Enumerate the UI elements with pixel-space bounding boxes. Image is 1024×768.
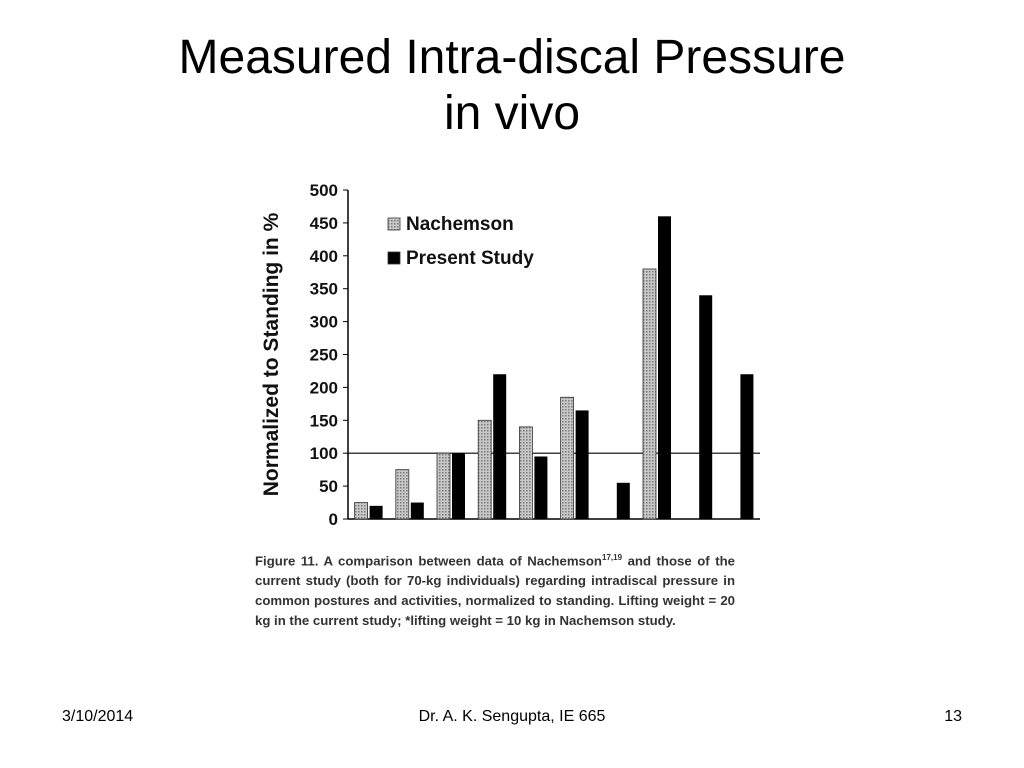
bar-present-study-5 (534, 456, 548, 519)
legend-swatch-present-study (387, 251, 401, 265)
slide-title-line2: in vivo (443, 87, 581, 140)
y-tick-label-50: 50 (319, 477, 338, 496)
y-tick-label-500: 500 (310, 181, 338, 200)
bar-nachemson-5 (518, 426, 533, 520)
y-tick-label-150: 150 (310, 411, 338, 430)
legend-label-nachemson: Nachemson (406, 214, 514, 235)
footer-page-number: 13 (944, 708, 962, 725)
y-axis-label: Normalized to Standing in % (260, 212, 283, 496)
bar-present-study-1 (369, 505, 383, 519)
bar-chart: 0 50 100 150 200 250 300 350 400 450 500 Normalized… (260, 181, 760, 529)
bar-present-study-10 (740, 374, 754, 519)
bar-nachemson-2 (395, 469, 410, 520)
y-tick-label-200: 200 (310, 378, 338, 397)
slide-title: Measured Intra-discal Pressure in vivo (0, 30, 1024, 142)
y-tick-label-400: 400 (310, 247, 338, 266)
y-tick-label-300: 300 (310, 313, 338, 332)
bar-present-study-7 (616, 482, 630, 519)
bar-nachemson-1 (354, 502, 368, 520)
bar-present-study-2 (410, 502, 424, 519)
bar-nachemson-4 (477, 419, 492, 520)
bar-present-study-6 (575, 410, 589, 519)
caption-text-2: and those of the current study (both for… (255, 553, 736, 629)
y-tick-label-350: 350 (310, 280, 338, 299)
caption-superscript: 17,19 (602, 553, 623, 562)
bar-nachemson-3 (436, 452, 451, 520)
bar-present-study-4 (493, 374, 507, 519)
y-tick-label-250: 250 (310, 346, 338, 365)
figure-caption: Figure 11. A comparison between data of … (255, 548, 735, 631)
slide-title-line1: Measured Intra-discal Pressure (178, 31, 846, 84)
y-tick-label-450: 450 (310, 214, 338, 233)
bar-nachemson-6 (560, 396, 575, 520)
bar-present-study-3 (452, 453, 465, 519)
footer-author: Dr. A. K. Sengupta, IE 665 (418, 708, 606, 725)
legend-swatch-nachemson (387, 217, 401, 231)
y-tick-label-0: 0 (329, 510, 338, 529)
bar-present-study-8 (658, 216, 671, 519)
legend-label-present-study: Present Study (406, 248, 534, 269)
footer-date: 3/10/2014 (62, 708, 134, 725)
caption-text-1: Figure 11. A comparison between data of … (255, 553, 602, 569)
bar-present-study-9 (699, 295, 713, 519)
bar-nachemson-8 (642, 268, 657, 520)
y-tick-label-100: 100 (310, 444, 338, 463)
